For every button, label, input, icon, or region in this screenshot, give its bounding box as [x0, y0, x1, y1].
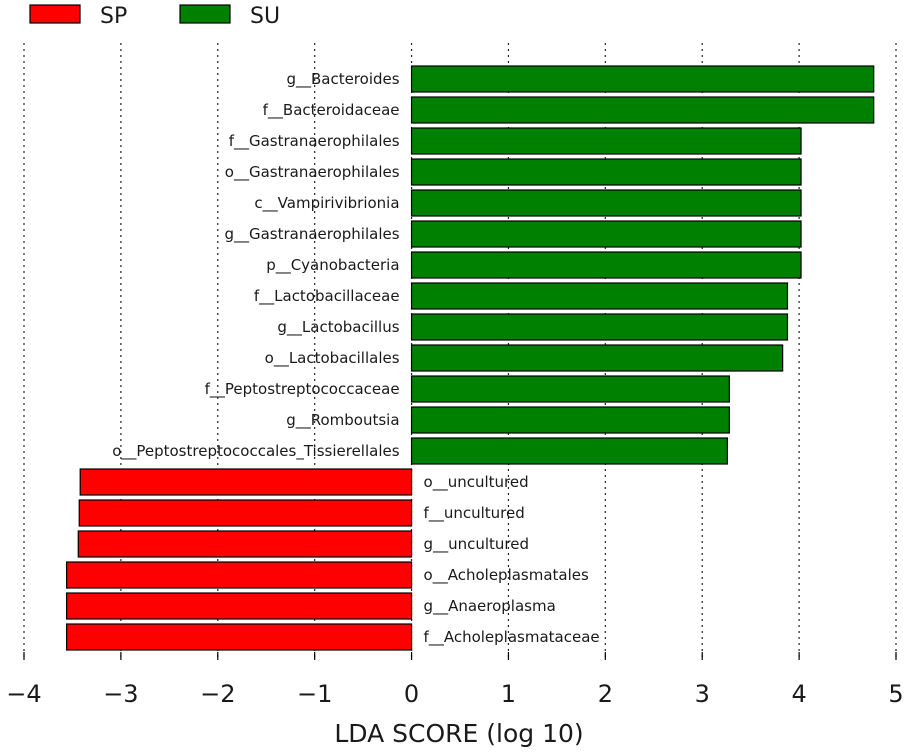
bar-sp: [78, 499, 413, 527]
legend-swatch-su: [179, 4, 231, 24]
bar-label: f__Gastranaerophilales: [229, 132, 400, 151]
legend-label-sp: SP: [100, 4, 127, 29]
bar-label: o__Acholeplasmatales: [424, 566, 589, 585]
bar-su: [410, 251, 802, 279]
bar-label: p__Cyanobacteria: [266, 256, 399, 275]
bar-label: g__Gastranaerophilales: [224, 225, 399, 244]
bar-sp: [66, 623, 413, 651]
bar-su: [410, 189, 802, 217]
bar-label: o__uncultured: [424, 473, 529, 492]
bar-su: [410, 282, 789, 310]
bar-sp: [66, 592, 413, 620]
x-tick-label: 2: [598, 680, 613, 708]
bar-label: g__Anaeroplasma: [424, 597, 556, 616]
legend-label-su: SU: [250, 4, 280, 29]
bar-label: o__Gastranaerophilales: [225, 163, 400, 182]
x-tick-label: 4: [791, 680, 806, 708]
bar-sp: [66, 561, 413, 589]
bar-label: f__Acholeplasmataceae: [424, 628, 600, 647]
x-tick-label: 1: [501, 680, 516, 708]
bar-su: [410, 406, 730, 434]
bar-su: [410, 127, 802, 155]
bar-su: [410, 96, 875, 124]
bar-label: o__Peptostreptococcales_Tissierellales: [112, 442, 400, 461]
bar-su: [410, 375, 730, 403]
x-tick-label: 0: [404, 680, 419, 708]
x-tick-label: 5: [888, 680, 903, 708]
legend-swatch-sp: [29, 4, 81, 24]
bar-label: f__Bacteroidaceae: [263, 101, 400, 120]
bar-label: f__uncultured: [424, 504, 525, 523]
legend: SP SU: [29, 4, 280, 29]
bar-label: f__Peptostreptococcaceae: [205, 380, 400, 399]
bar-su: [410, 437, 729, 465]
x-tick-label: 3: [695, 680, 710, 708]
bar-sp: [79, 468, 413, 496]
bar-label: c__Vampirivibrionia: [254, 194, 399, 213]
bar-label: g__uncultured: [424, 535, 529, 554]
bar-sp: [77, 530, 413, 558]
bar-su: [410, 220, 802, 248]
x-tick-label: −4: [6, 680, 41, 708]
bars: [66, 65, 875, 651]
bar-label: g__Romboutsia: [286, 411, 399, 430]
bar-label: g__Bacteroides: [286, 70, 399, 89]
bar-su: [410, 158, 802, 186]
bar-su: [410, 313, 789, 341]
x-tick-label: −3: [103, 680, 138, 708]
bar-label: f__Lactobacillaceae: [254, 287, 400, 306]
x-axis-title: LDA SCORE (log 10): [334, 719, 583, 748]
bar-label: o__Lactobacillales: [265, 349, 400, 368]
x-tick-label: −1: [297, 680, 332, 708]
x-axis: −4 −3 −2 −1 0 1 2 3 4 5: [6, 652, 904, 708]
bar-su: [410, 344, 784, 372]
x-tick-label: −2: [200, 680, 235, 708]
bar-su: [410, 65, 875, 93]
bar-label: g__Lactobacillus: [277, 318, 399, 337]
bar-labels: g__Bacteroides f__Bacteroidaceae f__Gastra…: [112, 70, 599, 647]
